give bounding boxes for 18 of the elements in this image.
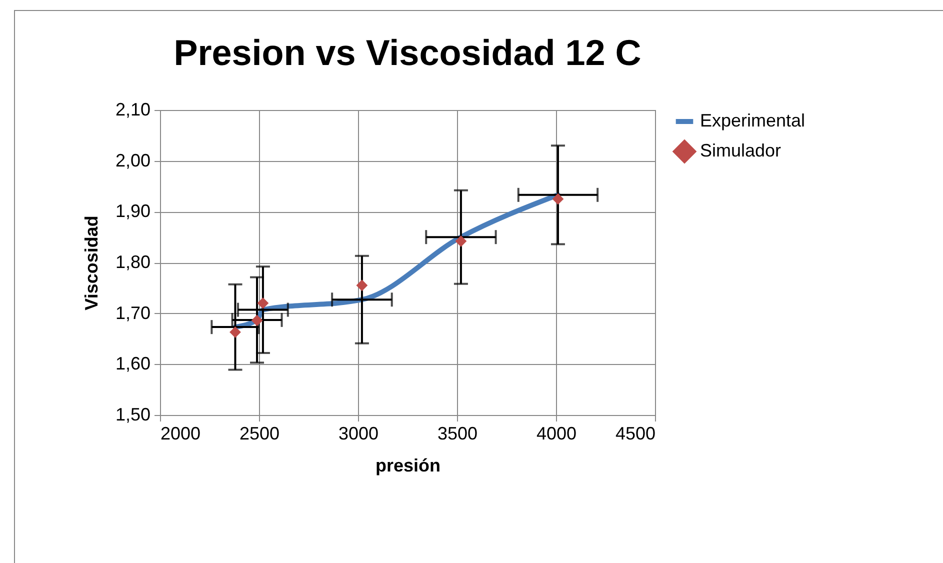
x-tick-label: 2500 [239, 424, 280, 444]
x-tick-label: 2000 [160, 424, 201, 444]
x-tick-label: 3000 [338, 424, 379, 444]
y-tick-label: 1,70 [115, 302, 150, 323]
x-tick-label: 4500 [615, 424, 656, 444]
y-tick-label: 1,50 [115, 404, 150, 424]
chart-title: Presion vs Viscosidad 12 C [174, 32, 642, 73]
y-axis-title: Viscosidad [81, 216, 102, 310]
x-tick-label: 4000 [536, 424, 577, 444]
legend-label: Experimental [700, 110, 806, 130]
y-tick-label: 1,60 [115, 354, 150, 374]
x-axis-title: presión [375, 456, 441, 476]
y-tick-label: 1,80 [115, 252, 150, 272]
y-tick-label: 2,00 [115, 150, 150, 170]
y-tick-label: 2,10 [115, 100, 150, 120]
legend-label: Simulador [700, 140, 782, 160]
y-tick-label: 1,90 [115, 201, 150, 222]
x-tick-label: 3500 [437, 424, 478, 444]
